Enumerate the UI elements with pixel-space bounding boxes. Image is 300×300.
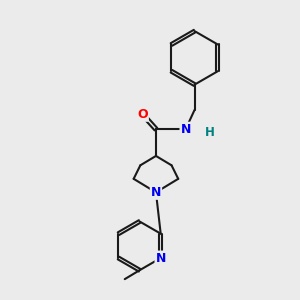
Text: H: H	[205, 126, 215, 139]
Text: N: N	[155, 251, 166, 265]
Text: N: N	[181, 123, 191, 136]
Text: O: O	[137, 108, 148, 121]
Text: N: N	[151, 186, 161, 199]
